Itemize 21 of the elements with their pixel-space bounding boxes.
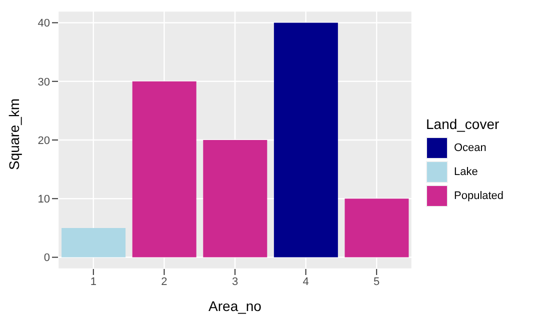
y-axis-title: Square_km (6, 98, 22, 170)
bar (203, 140, 268, 258)
y-tick-label: 30 (38, 76, 50, 88)
x-axis-title: Area_no (208, 298, 262, 314)
bar (344, 198, 409, 258)
x-tick-label: 1 (90, 276, 96, 288)
x-tick-label: 4 (302, 276, 309, 288)
legend-label: Ocean (454, 142, 486, 154)
y-tick-label: 10 (38, 194, 50, 206)
legend-label: Lake (454, 166, 478, 178)
x-tick-label: 3 (232, 276, 238, 288)
bar (274, 22, 338, 258)
legend-label: Populated (454, 190, 504, 202)
bar (132, 81, 196, 258)
x-tick-label: 2 (161, 276, 168, 288)
y-tick-label: 20 (38, 134, 50, 147)
x-tick-label: 5 (374, 276, 380, 288)
bar (62, 228, 126, 258)
legend-title: Land_cover (426, 116, 500, 132)
y-tick-label: 40 (38, 18, 50, 30)
y-tick-label: 0 (44, 252, 50, 264)
